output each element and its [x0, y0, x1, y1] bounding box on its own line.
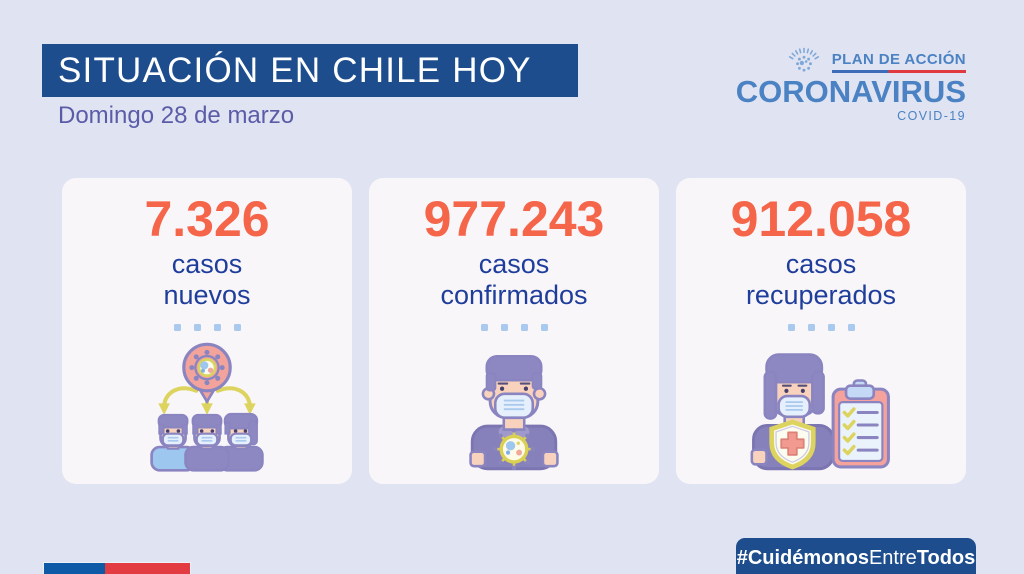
- stat-icon-area: [676, 339, 966, 473]
- dot: [500, 324, 508, 332]
- nurse-shield-checklist-icon: [750, 353, 890, 471]
- stat-icon-area: [369, 339, 659, 473]
- stat-card-casos-nuevos: 7.326 casos nuevos: [62, 178, 352, 484]
- title-banner: SITUACIÓN EN CHILE HOY: [42, 44, 578, 97]
- dot: [540, 324, 548, 332]
- dots-separator: [369, 324, 659, 332]
- stat-icon-area: [62, 339, 352, 473]
- hashtag-part-bold: #Cuidémonos: [736, 547, 869, 569]
- dot: [173, 324, 181, 332]
- hashtag-part-regular: Entre: [868, 547, 917, 569]
- dot: [807, 324, 815, 332]
- plan-label: PLAN DE ACCIÓN: [831, 51, 966, 68]
- stat-value: 912.058: [730, 191, 912, 247]
- plan-de-accion-block: PLAN DE ACCIÓN: [831, 51, 966, 73]
- dots-separator: [62, 324, 352, 332]
- stat-label: casos confirmados: [440, 249, 588, 311]
- flag-red-segment: [105, 563, 190, 574]
- stat-value: 7.326: [144, 191, 270, 247]
- dot: [847, 324, 855, 332]
- logo-brand: CORONAVIRUS: [735, 74, 966, 109]
- masked-person-virus-icon: [469, 355, 559, 471]
- stat-card-casos-confirmados: 977.243 casos confirmados: [369, 178, 659, 484]
- dot: [193, 324, 201, 332]
- stat-label: casos recuperados: [745, 249, 897, 311]
- dot: [480, 324, 488, 332]
- flag-blue-segment: [44, 563, 105, 574]
- page-title: SITUACIÓN EN CHILE HOY: [58, 50, 532, 90]
- dot: [233, 324, 241, 332]
- coronavirus-plan-logo: PLAN DE ACCIÓN CORONAVIRUS COVID-19: [736, 40, 966, 123]
- virus-dots-icon: [788, 47, 819, 72]
- stat-value: 977.243: [423, 191, 605, 247]
- dot: [787, 324, 795, 332]
- contagion-spread-icon: [150, 342, 264, 472]
- hashtag-part-bold: Todos: [916, 547, 976, 569]
- stat-cards-row: 7.326 casos nuevos: [62, 178, 966, 484]
- hashtag-banner: #Cuidémonos Entre Todos: [736, 538, 976, 574]
- stat-card-casos-recuperados: 912.058 casos recuperados: [676, 178, 966, 484]
- dot: [520, 324, 528, 332]
- chile-flag-strip: [43, 562, 191, 574]
- stat-label: casos nuevos: [163, 249, 251, 311]
- date-label: Domingo 28 de marzo: [58, 102, 295, 129]
- logo-top-row: PLAN DE ACCIÓN: [781, 40, 966, 73]
- dot: [827, 324, 835, 332]
- logo-sub: COVID-19: [897, 109, 966, 123]
- dots-separator: [676, 324, 966, 332]
- dot: [213, 324, 221, 332]
- flag-underline: [831, 70, 966, 73]
